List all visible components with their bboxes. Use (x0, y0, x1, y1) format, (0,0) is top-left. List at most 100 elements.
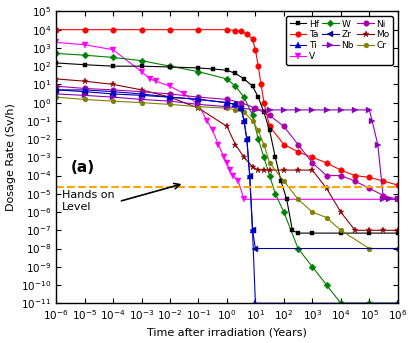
Line: V: V (53, 40, 401, 202)
Ni (239, 100, 244, 105)
Nb (82, 93, 87, 97)
V (204, 119, 209, 123)
Mo (395, 228, 400, 232)
Ta (261, 100, 266, 105)
W (250, 113, 255, 117)
Zr (247, 174, 252, 178)
Ni (353, 179, 358, 183)
Zr (82, 90, 87, 94)
Ni (139, 90, 144, 94)
Nb (370, 119, 375, 123)
W (233, 84, 238, 88)
Cr (250, 119, 255, 123)
Nb (381, 197, 386, 201)
Zr (139, 93, 144, 97)
Nb (310, 108, 315, 112)
Line: Ta: Ta (53, 27, 401, 188)
Ta (367, 175, 372, 179)
Ni (54, 84, 59, 88)
W (196, 70, 201, 74)
Mo (111, 82, 116, 86)
Ta (54, 28, 59, 32)
Mo (54, 77, 59, 81)
W (324, 283, 329, 287)
Nb (111, 95, 116, 99)
Cr (256, 128, 261, 132)
W (338, 301, 343, 305)
Cr (395, 247, 400, 251)
Cr (54, 95, 59, 99)
Ti (253, 301, 258, 305)
V (147, 77, 152, 81)
V (210, 128, 215, 132)
Ta (82, 28, 87, 32)
Cr (224, 106, 229, 110)
V (224, 161, 229, 165)
W (273, 192, 278, 196)
Ta (253, 48, 258, 52)
Zr (111, 92, 116, 96)
Nb (324, 108, 329, 112)
Line: Nb: Nb (53, 91, 401, 202)
V (216, 143, 221, 147)
Hf (273, 155, 278, 159)
Mo (250, 165, 255, 169)
Hf (82, 63, 87, 67)
Ni (296, 143, 301, 147)
Cr (281, 179, 286, 183)
Cr (139, 100, 144, 105)
Hf (395, 231, 400, 235)
Zr (250, 228, 255, 232)
Cr (324, 215, 329, 220)
Mo (267, 168, 272, 172)
Nb (387, 197, 392, 201)
Ni (310, 161, 315, 165)
Line: W: W (54, 51, 400, 306)
Mo (353, 228, 358, 232)
Ni (267, 113, 272, 117)
V (111, 48, 116, 52)
Ta (196, 28, 201, 32)
Mo (324, 186, 329, 190)
Zr (395, 247, 400, 251)
Cr (367, 247, 372, 251)
Ni (395, 197, 400, 201)
Nb (375, 143, 380, 147)
W (242, 95, 247, 99)
Ta (250, 37, 255, 41)
Mo (242, 155, 247, 159)
Nb (196, 102, 201, 106)
Ti (244, 137, 249, 141)
Ni (168, 92, 173, 96)
Ta (233, 28, 238, 33)
Line: Zr: Zr (53, 87, 401, 251)
Zr (253, 247, 258, 251)
Ni (367, 186, 372, 190)
Ti (168, 95, 173, 99)
Hf (168, 65, 173, 69)
V (54, 40, 59, 45)
Cr (196, 105, 201, 109)
Cr (338, 228, 343, 232)
Mo (381, 228, 386, 232)
Nb (281, 108, 286, 112)
Ti (395, 301, 400, 305)
Ni (281, 124, 286, 128)
Mo (168, 95, 173, 99)
V (182, 92, 187, 96)
Ta (338, 168, 343, 172)
V (236, 179, 241, 183)
Ni (253, 106, 258, 110)
Ti (224, 100, 229, 105)
Ta (244, 32, 249, 36)
W (224, 77, 229, 81)
Zr (168, 95, 173, 99)
V (168, 84, 173, 88)
Hf (256, 95, 261, 99)
Nb (224, 105, 229, 109)
Hf (242, 77, 247, 81)
Mo (139, 88, 144, 92)
Ti (239, 106, 244, 110)
W (139, 59, 144, 63)
Mo (367, 228, 372, 232)
